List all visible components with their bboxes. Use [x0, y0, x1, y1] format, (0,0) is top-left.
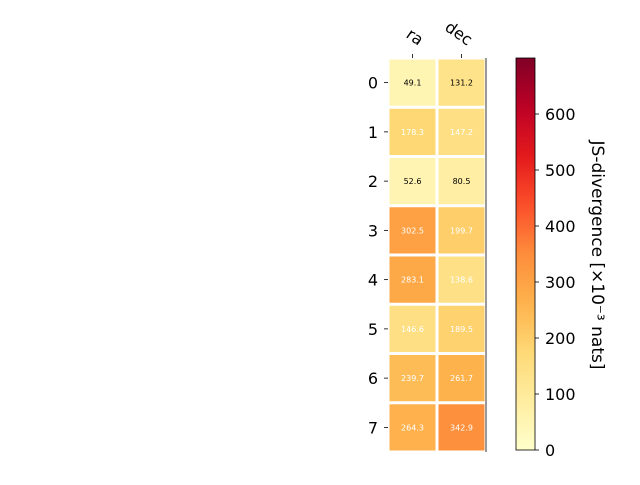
cell-value-label: 199.7 [450, 226, 473, 235]
colorbar-tick-label: 300 [545, 273, 576, 292]
cell-value-label: 189.5 [450, 325, 473, 334]
heatmap-cell [389, 256, 436, 303]
heatmap-cells: 49.1 131.2 178.3 147.2 52.6 80.5 302.5 199.7 283… [389, 59, 485, 451]
cell-value-label: 147.2 [450, 128, 473, 137]
cell-value-label: 138.6 [450, 276, 473, 285]
heatmap-cell [438, 108, 485, 155]
cell-value-label: 302.5 [401, 226, 424, 235]
colorbar: 0 100 200 300 400 500 600 [515, 57, 576, 460]
row-label: 3 [368, 221, 378, 240]
heatmap-cell [389, 305, 436, 352]
row-label: 2 [368, 172, 378, 191]
row-label: 5 [368, 320, 378, 339]
heatmap-cell [389, 404, 436, 451]
heatmap-cell [438, 59, 485, 106]
colorbar-label: JS-divergence [×10⁻³ nats] [587, 140, 607, 370]
cell-value-label: 146.6 [401, 325, 424, 334]
cell-value-label: 178.3 [401, 128, 424, 137]
heatmap-cell [389, 207, 436, 254]
cell-value-label: 342.9 [450, 423, 473, 432]
heatmap-cell [438, 158, 485, 205]
heatmap-cell [438, 305, 485, 352]
colorbar-tick-label: 600 [545, 105, 576, 124]
colorbar-tick-label: 400 [545, 217, 576, 236]
colorbar-gradient [515, 57, 536, 451]
colorbar-tick-label: 0 [545, 441, 555, 460]
row-labels: 0 1 2 3 4 5 6 7 [368, 74, 388, 437]
heatmap-cell [438, 256, 485, 303]
column-label: dec [442, 17, 476, 49]
heatmap-cell [438, 404, 485, 451]
colorbar-tick-label: 500 [545, 161, 576, 180]
heatmap-cell [389, 158, 436, 205]
cell-value-label: 52.6 [404, 177, 422, 186]
cell-value-label: 49.1 [404, 79, 422, 88]
column-labels: ra dec [403, 17, 476, 58]
colorbar-tick-label: 100 [545, 385, 576, 404]
row-label: 6 [368, 369, 378, 388]
heatmap-cell [438, 207, 485, 254]
cell-value-label: 80.5 [453, 177, 471, 186]
cell-value-label: 283.1 [401, 276, 424, 285]
column-label: ra [403, 24, 427, 49]
row-label: 1 [368, 123, 378, 142]
heatmap-cell [389, 355, 436, 402]
row-label: 7 [368, 418, 378, 437]
cell-value-label: 261.7 [450, 374, 473, 383]
cell-value-label: 239.7 [401, 374, 424, 383]
heatmap-cell [389, 108, 436, 155]
cell-value-label: 264.3 [401, 423, 424, 432]
colorbar-tick-label: 200 [545, 329, 576, 348]
heatmap-cell [438, 355, 485, 402]
row-label: 4 [368, 271, 378, 290]
heatmap-cell [389, 59, 436, 106]
cell-value-label: 131.2 [450, 79, 473, 88]
row-label: 0 [368, 74, 378, 93]
